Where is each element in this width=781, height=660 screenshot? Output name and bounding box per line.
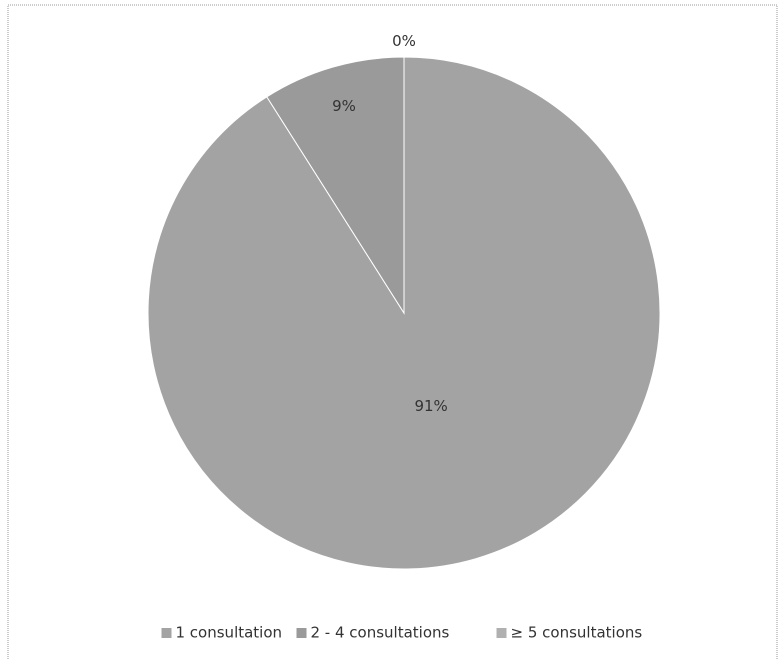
legend-label: 1 consultation [176,624,283,642]
data-label: 91% [414,397,447,415]
legend-swatch [496,628,507,638]
legend-swatch [296,628,307,638]
data-label: 0% [392,32,416,50]
legend-label: ≥ 5 consultations [511,624,643,642]
pie-slice [266,56,405,315]
legend-label: 2 - 4 consultations [311,624,450,642]
data-label: 9% [332,97,356,115]
legend-swatch [161,628,172,638]
